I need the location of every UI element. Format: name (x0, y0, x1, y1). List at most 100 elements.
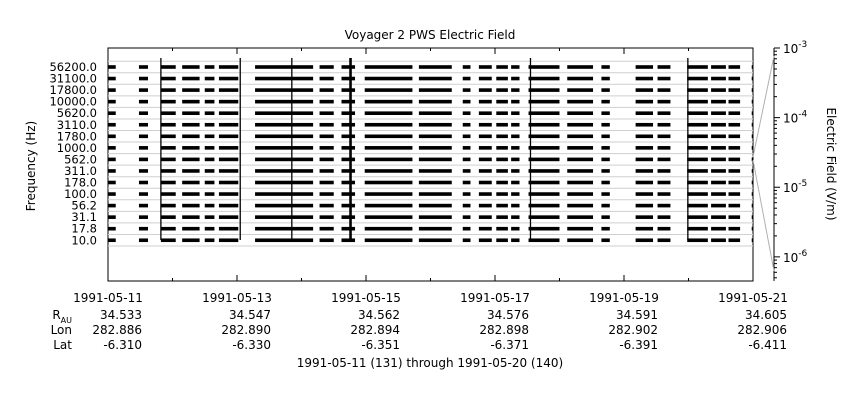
data-segment (635, 215, 654, 219)
data-segment (567, 238, 594, 243)
data-segment (635, 146, 654, 150)
y-tick-label: 1780.0 (57, 129, 97, 143)
data-segment (204, 122, 215, 127)
data-segment (418, 134, 452, 139)
data-segment (496, 215, 508, 219)
data-segment (478, 122, 492, 127)
data-segment (528, 88, 560, 92)
ephemeris-value: 282.890 (221, 323, 271, 337)
data-segment (657, 238, 671, 243)
data-segment (635, 203, 654, 208)
data-segment (462, 76, 471, 81)
data-segment (635, 192, 654, 196)
y-tick-label: 5620.0 (57, 106, 97, 120)
data-segment (182, 65, 200, 69)
data-segment (462, 226, 471, 231)
data-segment (182, 99, 200, 104)
data-segment (204, 203, 215, 208)
data-segment (182, 157, 200, 162)
data-segment (341, 88, 356, 92)
data-segment (728, 192, 741, 196)
y-tick-label: 56.2 (71, 199, 97, 213)
data-segment (511, 65, 520, 69)
data-segment (478, 88, 492, 92)
data-segment (528, 180, 560, 185)
data-segment (138, 146, 148, 150)
data-segment (728, 99, 741, 104)
data-segment (496, 226, 508, 231)
data-segment (657, 88, 671, 92)
y-tick-label: 17800.0 (49, 83, 97, 97)
data-segment (462, 215, 471, 219)
data-segment (528, 192, 560, 196)
data-segment (657, 122, 671, 127)
data-segment (511, 134, 520, 139)
x-tick-label: 1991-05-15 (331, 291, 401, 305)
data-segment (138, 226, 148, 231)
data-segment (751, 111, 753, 115)
data-segment (657, 76, 671, 81)
x-tick-label: 1991-05-21 (718, 291, 788, 305)
x-tick-label: 1991-05-11 (73, 291, 143, 305)
data-segment (182, 88, 200, 92)
data-segment (218, 88, 239, 92)
data-segment (418, 76, 452, 81)
data-segment (418, 65, 452, 69)
colorbar-tick-label: 10-3 (783, 40, 807, 56)
data-segment (218, 146, 239, 150)
data-segment (528, 169, 560, 173)
data-segment (218, 99, 239, 104)
data-segment (635, 76, 654, 81)
data-segment (711, 192, 726, 196)
data-segment (341, 157, 356, 162)
data-segment (341, 180, 356, 185)
data-segment (341, 122, 356, 127)
data-segment (567, 99, 594, 104)
data-segment (364, 169, 413, 173)
data-segment (160, 111, 176, 115)
data-segment (462, 169, 471, 173)
data-segment (728, 76, 741, 81)
data-segment (160, 99, 176, 104)
data-segment (218, 76, 239, 81)
data-segment (462, 111, 471, 115)
data-segment (601, 146, 610, 150)
data-segment (478, 169, 492, 173)
data-segment (711, 146, 726, 150)
data-segment (418, 111, 452, 115)
data-segment (138, 180, 148, 185)
data-segment (218, 192, 239, 196)
ephemeris-value: -6.330 (232, 338, 271, 352)
y-tick-label: 562.0 (64, 152, 97, 166)
data-segment (511, 192, 520, 196)
data-segment (255, 65, 314, 69)
data-segment (728, 146, 741, 150)
plot-area: 56200.031100.017800.010000.05620.03110.0… (49, 47, 788, 305)
ephemeris-value: 34.547 (229, 308, 271, 322)
data-segment (711, 180, 726, 185)
ephemeris-row-label: Lat (53, 338, 72, 352)
data-segment (218, 134, 239, 139)
data-segment (751, 157, 753, 162)
data-segment (601, 169, 610, 173)
data-segment (182, 134, 200, 139)
data-segment (687, 88, 708, 92)
data-segment (218, 122, 239, 127)
data-segment (496, 134, 508, 139)
data-segment (635, 180, 654, 185)
ephemeris-value: 282.894 (350, 323, 400, 337)
data-segment (462, 146, 471, 150)
data-segment (687, 215, 708, 219)
data-segment (711, 169, 726, 173)
data-segment (567, 192, 594, 196)
y-tick-label: 178.0 (64, 176, 97, 190)
data-segment (418, 238, 452, 243)
x-tick-label: 1991-05-17 (460, 291, 530, 305)
data-segment (341, 99, 356, 104)
y-tick-label: 31.1 (71, 210, 97, 224)
data-segment (528, 226, 560, 231)
data-segment (567, 122, 594, 127)
data-segment (528, 111, 560, 115)
data-segment (319, 215, 334, 219)
data-segment (711, 99, 726, 104)
